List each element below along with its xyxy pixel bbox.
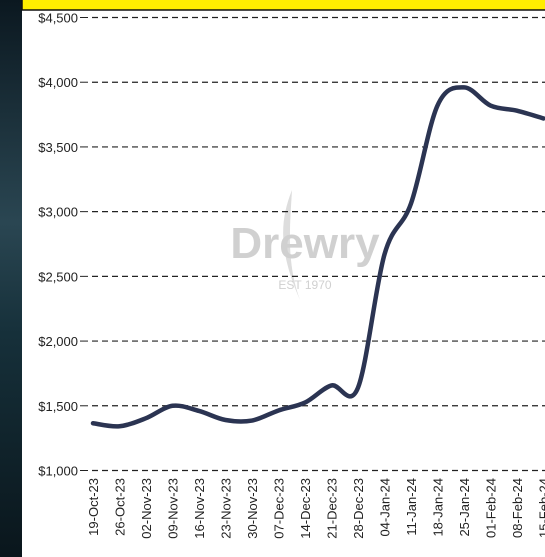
x-tick-label: 19-Oct-23: [86, 478, 101, 536]
x-tick-label: 21-Dec-23: [325, 478, 340, 539]
x-tick-label: 26-Oct-23: [113, 478, 128, 536]
x-tick-label: 01-Feb-24: [484, 478, 499, 538]
y-tick-label: $2,500: [38, 269, 78, 284]
x-tick-label: 02-Nov-23: [139, 478, 154, 539]
x-tick-label: 30-Nov-23: [245, 478, 260, 539]
x-tick-label: 23-Nov-23: [219, 478, 234, 539]
y-tick-label: $4,000: [38, 75, 78, 90]
y-tick-label: $2,000: [38, 334, 78, 349]
x-tick-label: 07-Dec-23: [272, 478, 287, 539]
x-tick-label: 16-Nov-23: [192, 478, 207, 539]
header-band: [21, 0, 545, 11]
data-line: [90, 85, 545, 429]
background: [0, 0, 22, 557]
x-tick-label: 25-Jan-24: [457, 478, 472, 537]
plot-background: [22, 0, 545, 557]
watermark-logo: [283, 190, 300, 300]
x-tick-label: 04-Jan-24: [378, 478, 393, 537]
x-tick-label: 09-Nov-23: [166, 478, 181, 539]
x-tick-label: 28-Dec-23: [351, 478, 366, 539]
y-tick-label: $1,500: [38, 399, 78, 414]
y-tick-label: $4,500: [38, 11, 78, 26]
x-tick-label: 18-Jan-24: [431, 478, 446, 537]
watermark: Drewry EST 1970: [230, 190, 380, 300]
x-tick-label: 14-Dec-23: [298, 478, 313, 539]
plot: $1,000 $1,500 $2,000 $2,500 $3,000 $3,500 $4,0…: [38, 11, 545, 539]
watermark-text: Drewry: [230, 219, 380, 268]
y-tick-label: $1,000: [38, 464, 78, 479]
x-tick-label: 11-Jan-24: [404, 478, 419, 536]
y-tick-label: $3,000: [38, 205, 78, 220]
y-tick-label: $3,500: [38, 140, 78, 155]
watermark-sub: EST 1970: [278, 278, 331, 292]
x-tick-label: 15-Feb-24: [537, 478, 545, 538]
x-tick-label: 08-Feb-24: [510, 478, 525, 538]
